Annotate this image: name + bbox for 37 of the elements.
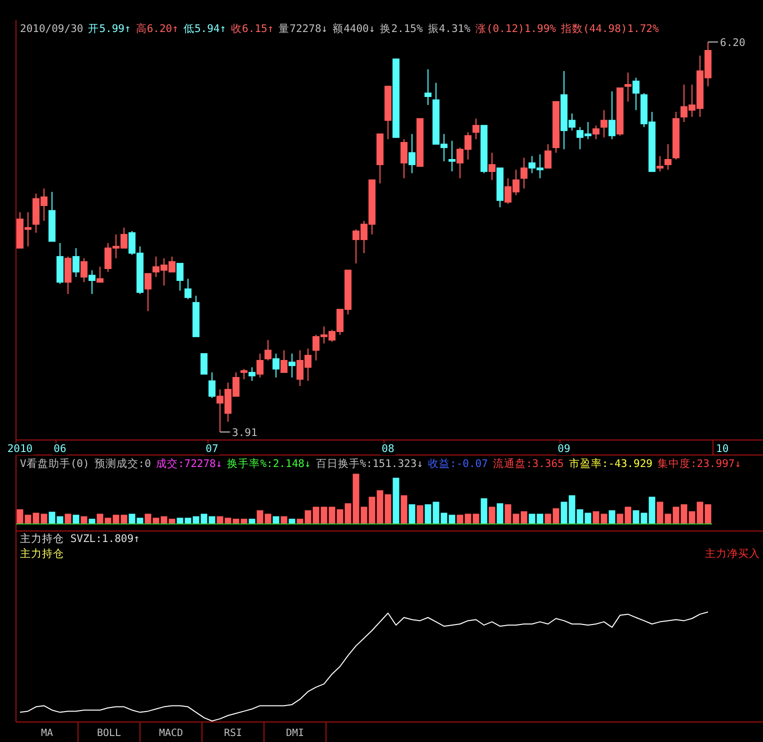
text: 集中度:23.997↓ xyxy=(657,457,742,470)
text: 2010/09/30 xyxy=(20,23,84,35)
text: 主力持仓 SVZL:1.809↑ xyxy=(20,532,140,545)
text: MACD xyxy=(158,728,184,739)
price-label: 6.20 xyxy=(708,37,746,49)
text: 预测成交:0 xyxy=(94,457,151,470)
text: 主力净买入 xyxy=(705,547,760,560)
text: 振4.31% xyxy=(428,23,472,35)
x-tick-label: 08 xyxy=(382,443,394,455)
text: 流通盘:3.365 xyxy=(492,457,564,470)
x-tick-label: 06 xyxy=(54,443,66,455)
annotation: 3.91 xyxy=(232,427,258,439)
text: 开5.99↑ xyxy=(88,23,131,35)
text: V看盘助手(0) xyxy=(20,457,90,470)
text: 收益:-0.07 xyxy=(428,458,488,470)
text: 低5.94↑ xyxy=(183,23,226,35)
text: 市盈率:-43.929 xyxy=(568,457,652,470)
text: DMI xyxy=(286,728,304,739)
x-tick-label: 07 xyxy=(206,443,218,455)
text: 成交:72278↓ xyxy=(156,457,222,470)
x-tick-label: 09 xyxy=(558,443,570,455)
text: 量72278↓ xyxy=(278,23,328,35)
text: 10 xyxy=(716,443,729,455)
text: 涨(0.12)1.99% xyxy=(475,23,557,35)
text: 收6.15↑ xyxy=(231,23,274,35)
text: BOLL xyxy=(96,728,122,739)
text: 百日换手%:151.323↓ xyxy=(316,457,424,470)
text: MA xyxy=(40,728,54,739)
text: 主力持仓 xyxy=(20,547,64,560)
text: 换2.15% xyxy=(380,23,424,35)
x-tick-label: 2010 xyxy=(7,443,33,455)
text: 指数(44.98)1.72% xyxy=(560,23,660,35)
text: 高6.20↑ xyxy=(136,22,178,35)
price-label: 3.91 xyxy=(220,427,258,439)
text: 换手率%:2.148↓ xyxy=(227,457,311,470)
text: 额4400↓ xyxy=(332,22,376,35)
text: RSI xyxy=(224,728,242,739)
